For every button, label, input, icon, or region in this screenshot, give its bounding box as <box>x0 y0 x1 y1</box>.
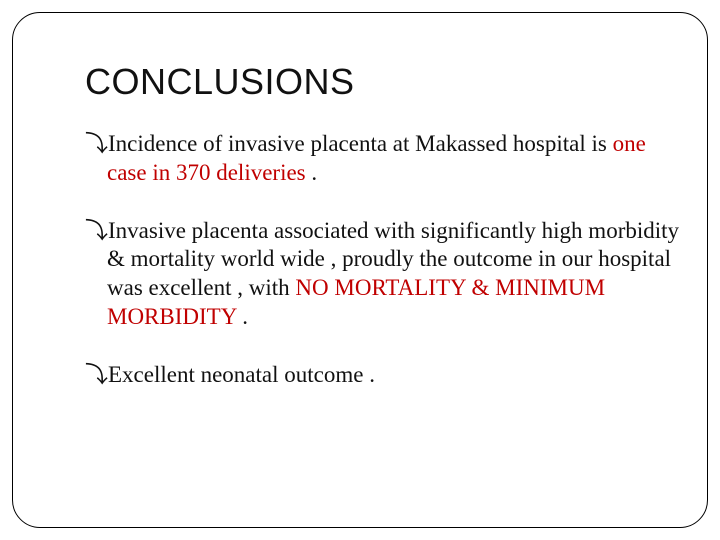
slide-frame: CONCLUSIONS ⤵Incidence of invasive place… <box>12 12 708 528</box>
bullet-item: ⤵Invasive placenta associated with signi… <box>85 216 685 332</box>
bullet-item: ⤵Incidence of invasive placenta at Makas… <box>85 129 685 188</box>
bullet-item: ⤵Excellent neonatal outcome . <box>85 360 685 390</box>
bullet-icon: ⤵ <box>85 361 108 387</box>
slide-heading: CONCLUSIONS <box>85 61 685 103</box>
bullet-suffix: . <box>306 160 318 185</box>
bullet-suffix: . <box>236 304 248 329</box>
bullet-icon: ⤵ <box>85 130 108 156</box>
bullet-prefix: Excellent neonatal outcome . <box>108 362 375 387</box>
bullet-icon: ⤵ <box>85 217 108 243</box>
bullet-prefix: Incidence of invasive placenta at Makass… <box>108 131 607 156</box>
slide-content: CONCLUSIONS ⤵Incidence of invasive place… <box>85 61 685 417</box>
